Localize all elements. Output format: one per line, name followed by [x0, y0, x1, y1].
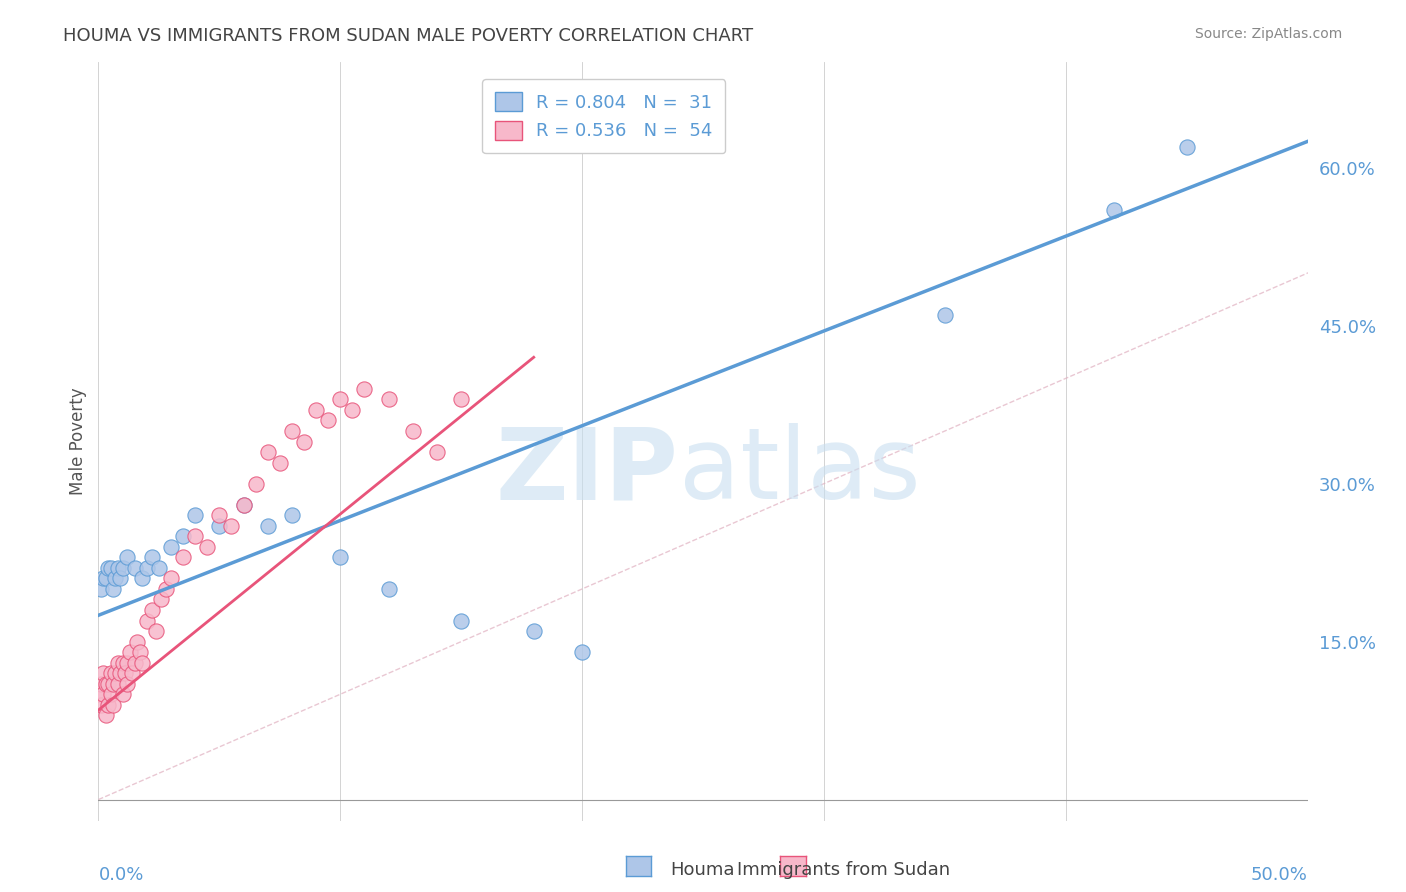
Y-axis label: Male Poverty: Male Poverty: [69, 388, 87, 495]
Point: [97, 677, 120, 691]
Point: [91, 666, 114, 681]
Point: [100, 687, 122, 701]
Point: [305, 403, 328, 417]
Point: [329, 392, 352, 407]
Text: ZIP: ZIP: [496, 424, 679, 520]
Point: [195, 540, 218, 554]
Point: [131, 656, 153, 670]
Point: [107, 656, 129, 670]
Point: [934, 308, 956, 322]
Point: [90, 698, 112, 712]
Point: [342, 403, 364, 417]
Point: [97, 561, 120, 575]
Point: [117, 656, 139, 670]
Point: [256, 518, 278, 533]
Point: [101, 698, 124, 712]
Point: [208, 508, 231, 523]
Point: [111, 687, 134, 701]
Point: [141, 603, 163, 617]
Point: [104, 571, 127, 585]
Point: [107, 561, 129, 575]
Point: [131, 571, 153, 585]
Legend: R = 0.804   N =  31, R = 0.536   N =  54: R = 0.804 N = 31, R = 0.536 N = 54: [482, 79, 725, 153]
Point: [90, 677, 112, 691]
Point: [450, 392, 472, 407]
Point: [256, 445, 278, 459]
Point: [402, 424, 425, 438]
Point: [91, 687, 114, 701]
Point: [87, 687, 110, 701]
Point: [269, 456, 291, 470]
Text: 50.0%: 50.0%: [1251, 866, 1308, 884]
Point: [353, 382, 375, 396]
Point: [118, 645, 141, 659]
Point: [232, 498, 254, 512]
Text: Source: ZipAtlas.com: Source: ZipAtlas.com: [1195, 27, 1343, 41]
Point: [107, 677, 129, 691]
Point: [160, 540, 183, 554]
Point: [97, 698, 120, 712]
Text: HOUMA VS IMMIGRANTS FROM SUDAN MALE POVERTY CORRELATION CHART: HOUMA VS IMMIGRANTS FROM SUDAN MALE POVE…: [63, 27, 754, 45]
Text: Houma: Houma: [671, 861, 735, 879]
Point: [426, 445, 449, 459]
Point: [124, 561, 146, 575]
Point: [329, 550, 352, 565]
Point: [377, 392, 399, 407]
Point: [184, 508, 207, 523]
Point: [104, 666, 127, 681]
Text: atlas: atlas: [679, 424, 921, 520]
Point: [172, 550, 194, 565]
Point: [94, 571, 117, 585]
Point: [281, 508, 304, 523]
Point: [101, 677, 124, 691]
Point: [523, 624, 546, 639]
Point: [100, 666, 122, 681]
Point: [111, 561, 134, 575]
Point: [281, 424, 304, 438]
Point: [117, 677, 139, 691]
Point: [148, 561, 170, 575]
Point: [141, 550, 163, 565]
Point: [1175, 139, 1198, 153]
Point: [450, 614, 472, 628]
Point: [571, 645, 593, 659]
Point: [94, 708, 117, 723]
Point: [124, 656, 146, 670]
Point: [121, 666, 143, 681]
Point: [135, 614, 157, 628]
Text: 0.0%: 0.0%: [98, 866, 143, 884]
Point: [232, 498, 254, 512]
Point: [316, 413, 339, 427]
Point: [100, 561, 122, 575]
Point: [160, 571, 183, 585]
Point: [108, 571, 131, 585]
Point: [117, 550, 139, 565]
Point: [108, 666, 131, 681]
Point: [292, 434, 315, 449]
Point: [221, 518, 243, 533]
Point: [114, 666, 136, 681]
Point: [1102, 202, 1125, 217]
Point: [94, 677, 117, 691]
Point: [184, 529, 207, 543]
Point: [208, 518, 231, 533]
Point: [128, 645, 150, 659]
Point: [145, 624, 167, 639]
Point: [377, 582, 399, 596]
Point: [135, 561, 157, 575]
Point: [127, 634, 149, 648]
Point: [172, 529, 194, 543]
Point: [111, 656, 134, 670]
Point: [245, 476, 267, 491]
Point: [155, 582, 177, 596]
Point: [150, 592, 173, 607]
Point: [90, 582, 112, 596]
Point: [91, 571, 114, 585]
Point: [101, 582, 124, 596]
Text: Immigrants from Sudan: Immigrants from Sudan: [737, 861, 950, 879]
